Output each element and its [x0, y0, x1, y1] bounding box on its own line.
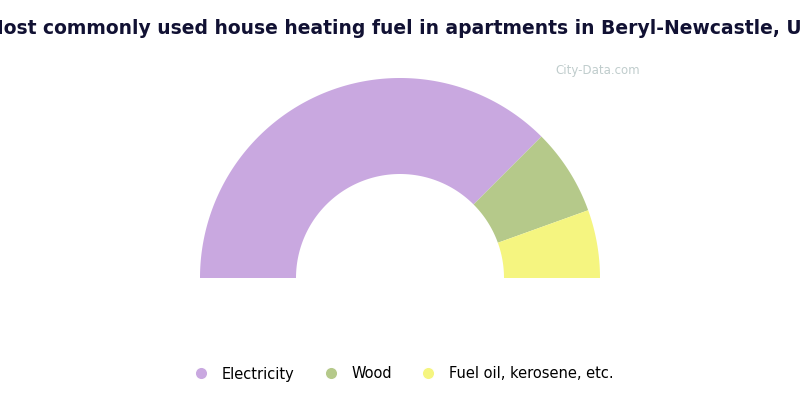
Polygon shape — [474, 136, 588, 243]
Legend: Electricity, Wood, Fuel oil, kerosene, etc.: Electricity, Wood, Fuel oil, kerosene, e… — [181, 361, 619, 387]
Text: Most commonly used house heating fuel in apartments in Beryl-Newcastle, UT: Most commonly used house heating fuel in… — [0, 20, 800, 38]
Polygon shape — [498, 210, 600, 278]
Text: City-Data.com: City-Data.com — [555, 64, 640, 77]
Polygon shape — [200, 78, 542, 278]
